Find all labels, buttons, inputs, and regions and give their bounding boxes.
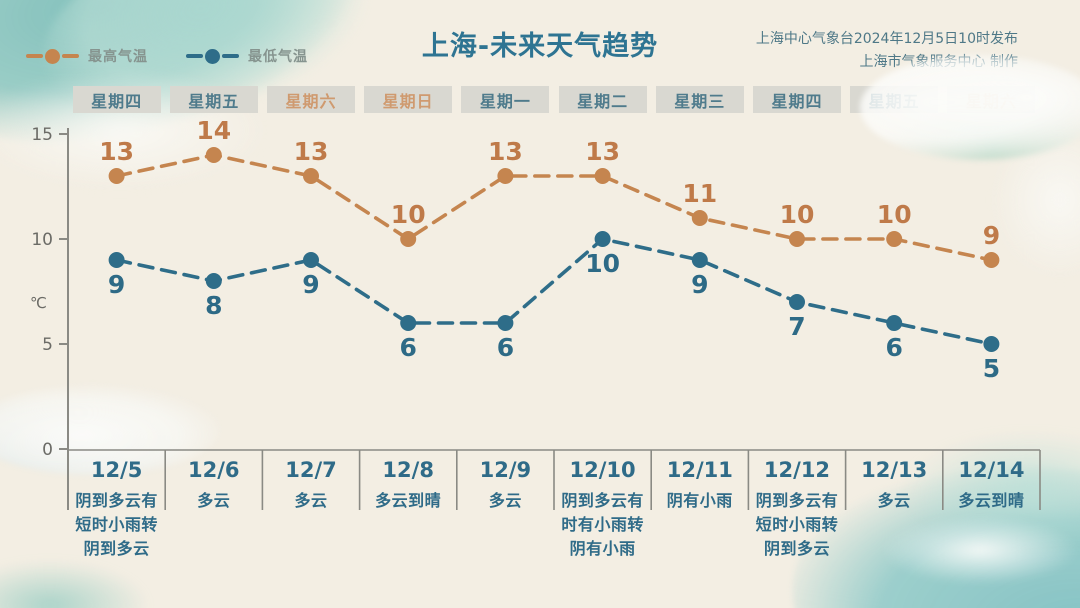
weekday-box-8: 星期四 <box>753 86 841 113</box>
forecast-day-12/14: 12/14 多云到晴 <box>943 458 1040 513</box>
forecast-day-12/6: 12/6 多云 <box>165 458 262 513</box>
forecast-day-12/11: 12/11 阴有小雨 <box>651 458 748 513</box>
weather-text: 多云 <box>877 491 911 510</box>
date-label: 12/13 <box>861 458 928 482</box>
weather-text: 多云 <box>488 491 522 510</box>
svg-text:15: 15 <box>31 125 53 145</box>
weekday-box-2: 星期五 <box>169 86 258 113</box>
legend-label-max-temp: 最高气温 <box>88 49 148 65</box>
weather-text: 多云 <box>294 491 328 510</box>
svg-text:9: 9 <box>983 221 1000 250</box>
forecast-day-12/13: 12/13 多云 <box>846 458 943 513</box>
date-label: 12/12 <box>763 458 831 482</box>
svg-text:7: 7 <box>788 312 805 341</box>
date-label: 12/14 <box>958 458 1025 482</box>
weekday-box-9: 星期五 <box>850 86 939 113</box>
chart-legend: 最高气温 最低气温 <box>26 46 308 66</box>
weather-text: 阴到多云 <box>763 539 830 558</box>
weather-text: 阴有小雨 <box>666 491 733 510</box>
weekday-box-3: 星期六 <box>267 86 355 113</box>
weather-text: 阴到多云有 <box>755 491 839 510</box>
source-line-2: 上海市气象服务中心 制作 <box>859 54 1018 70</box>
svg-text:10: 10 <box>391 200 426 229</box>
forecast-day-12/8: 12/8 多云到晴 <box>360 458 457 513</box>
weather-text: 短时小雨转 <box>755 515 839 534</box>
svg-text:6: 6 <box>497 333 514 362</box>
svg-text:13: 13 <box>585 137 620 166</box>
forecast-day-12/9: 12/9 多云 <box>457 458 554 513</box>
svg-text:10: 10 <box>877 200 912 229</box>
svg-text:10: 10 <box>780 200 815 229</box>
svg-text:6: 6 <box>885 333 902 362</box>
svg-text:13: 13 <box>99 137 134 166</box>
weather-text: 阴到多云 <box>83 539 150 558</box>
forecast-day-12/5: 12/5 阴到多云有短时小雨转阴到多云 <box>68 458 165 561</box>
svg-text:9: 9 <box>108 270 125 299</box>
svg-text:6: 6 <box>399 333 416 362</box>
svg-text:8: 8 <box>205 291 222 320</box>
legend-item-min-temp: 最低气温 <box>186 46 308 66</box>
date-label: 12/7 <box>285 458 337 482</box>
svg-text:13: 13 <box>294 137 329 166</box>
weekday-box-1: 星期四 <box>72 86 161 113</box>
date-label: 12/6 <box>188 458 240 482</box>
svg-text:9: 9 <box>302 270 319 299</box>
weather-text: 多云到晴 <box>958 491 1025 510</box>
svg-text:5: 5 <box>983 354 1000 383</box>
weather-text: 短时小雨转 <box>75 515 158 534</box>
weather-text: 阴有小雨 <box>569 539 636 558</box>
svg-text:10: 10 <box>585 249 620 278</box>
svg-text:13: 13 <box>488 137 523 166</box>
weather-text: 阴到多云有 <box>75 491 158 510</box>
date-label: 12/5 <box>90 458 143 482</box>
svg-text:5: 5 <box>42 335 53 355</box>
weekday-box-4: 星期日 <box>364 86 453 113</box>
svg-text:14: 14 <box>196 116 231 145</box>
date-label: 12/10 <box>569 458 636 482</box>
svg-text:℃: ℃ <box>30 294 47 312</box>
date-label: 12/8 <box>382 458 434 482</box>
source-info: 上海中心气象台2024年12月5日10时发布 上海市气象服务中心 制作 <box>756 28 1018 74</box>
svg-text:11: 11 <box>682 179 717 208</box>
date-label: 12/9 <box>479 458 532 482</box>
legend-label-min-temp: 最低气温 <box>248 49 308 65</box>
page-title: 上海-未来天气趋势 <box>421 31 659 62</box>
forecast-day-12/12: 12/12 阴到多云有短时小雨转阴到多云 <box>748 458 845 561</box>
forecast-day-12/10: 12/10 阴到多云有时有小雨转阴有小雨 <box>554 458 651 561</box>
legend-item-max-temp: 最高气温 <box>26 46 148 66</box>
weekday-box-5: 星期一 <box>461 86 550 113</box>
weekday-box-10: 星期六 <box>947 86 1036 113</box>
weather-text: 多云到晴 <box>375 491 442 510</box>
svg-text:9: 9 <box>691 270 708 299</box>
source-line-1: 上海中心气象台2024年12月5日10时发布 <box>755 31 1018 47</box>
weather-text: 时有小雨转 <box>561 515 644 534</box>
forecast-day-12/7: 12/7 多云 <box>262 458 359 513</box>
svg-text:10: 10 <box>31 230 53 250</box>
max-temp-marker-icon <box>26 48 79 64</box>
weekday-box-6: 星期二 <box>558 86 647 113</box>
weather-text: 阴到多云有 <box>561 491 644 510</box>
date-label: 12/11 <box>666 458 733 482</box>
weather-text: 多云 <box>197 491 231 510</box>
weekday-box-7: 星期三 <box>655 86 744 113</box>
svg-text:0: 0 <box>42 440 53 460</box>
min-temp-marker-icon <box>186 48 239 64</box>
